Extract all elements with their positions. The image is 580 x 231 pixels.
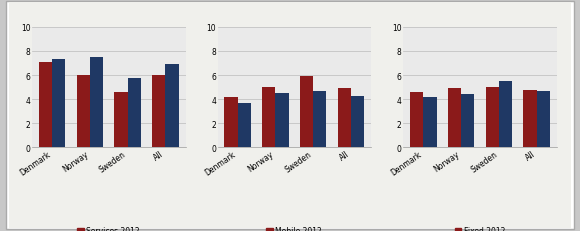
Bar [423,97,437,148]
Bar [448,89,461,148]
Bar [300,77,313,148]
Bar [351,96,364,148]
Legend: Mobile 2012, Mobile 2014: Mobile 2012, Mobile 2014 [266,226,322,231]
Legend: Fixed 2012, Fixed 2014: Fixed 2012, Fixed 2014 [455,226,505,231]
Bar [523,90,536,148]
Bar [152,76,165,148]
Bar [262,88,276,148]
Bar [90,58,103,148]
Bar [461,95,474,148]
Legend: Services 2012, Services 2014: Services 2012, Services 2014 [77,226,140,231]
Bar [77,76,90,148]
Bar [485,88,499,148]
Bar [410,93,423,148]
Bar [276,94,289,148]
Bar [238,103,251,148]
Bar [114,93,128,148]
Bar [128,78,141,148]
Bar [52,60,66,148]
Bar [224,97,238,148]
Bar [313,91,327,148]
Bar [536,91,550,148]
Bar [165,65,179,148]
Bar [499,82,512,148]
Bar [39,63,52,148]
Bar [338,89,351,148]
